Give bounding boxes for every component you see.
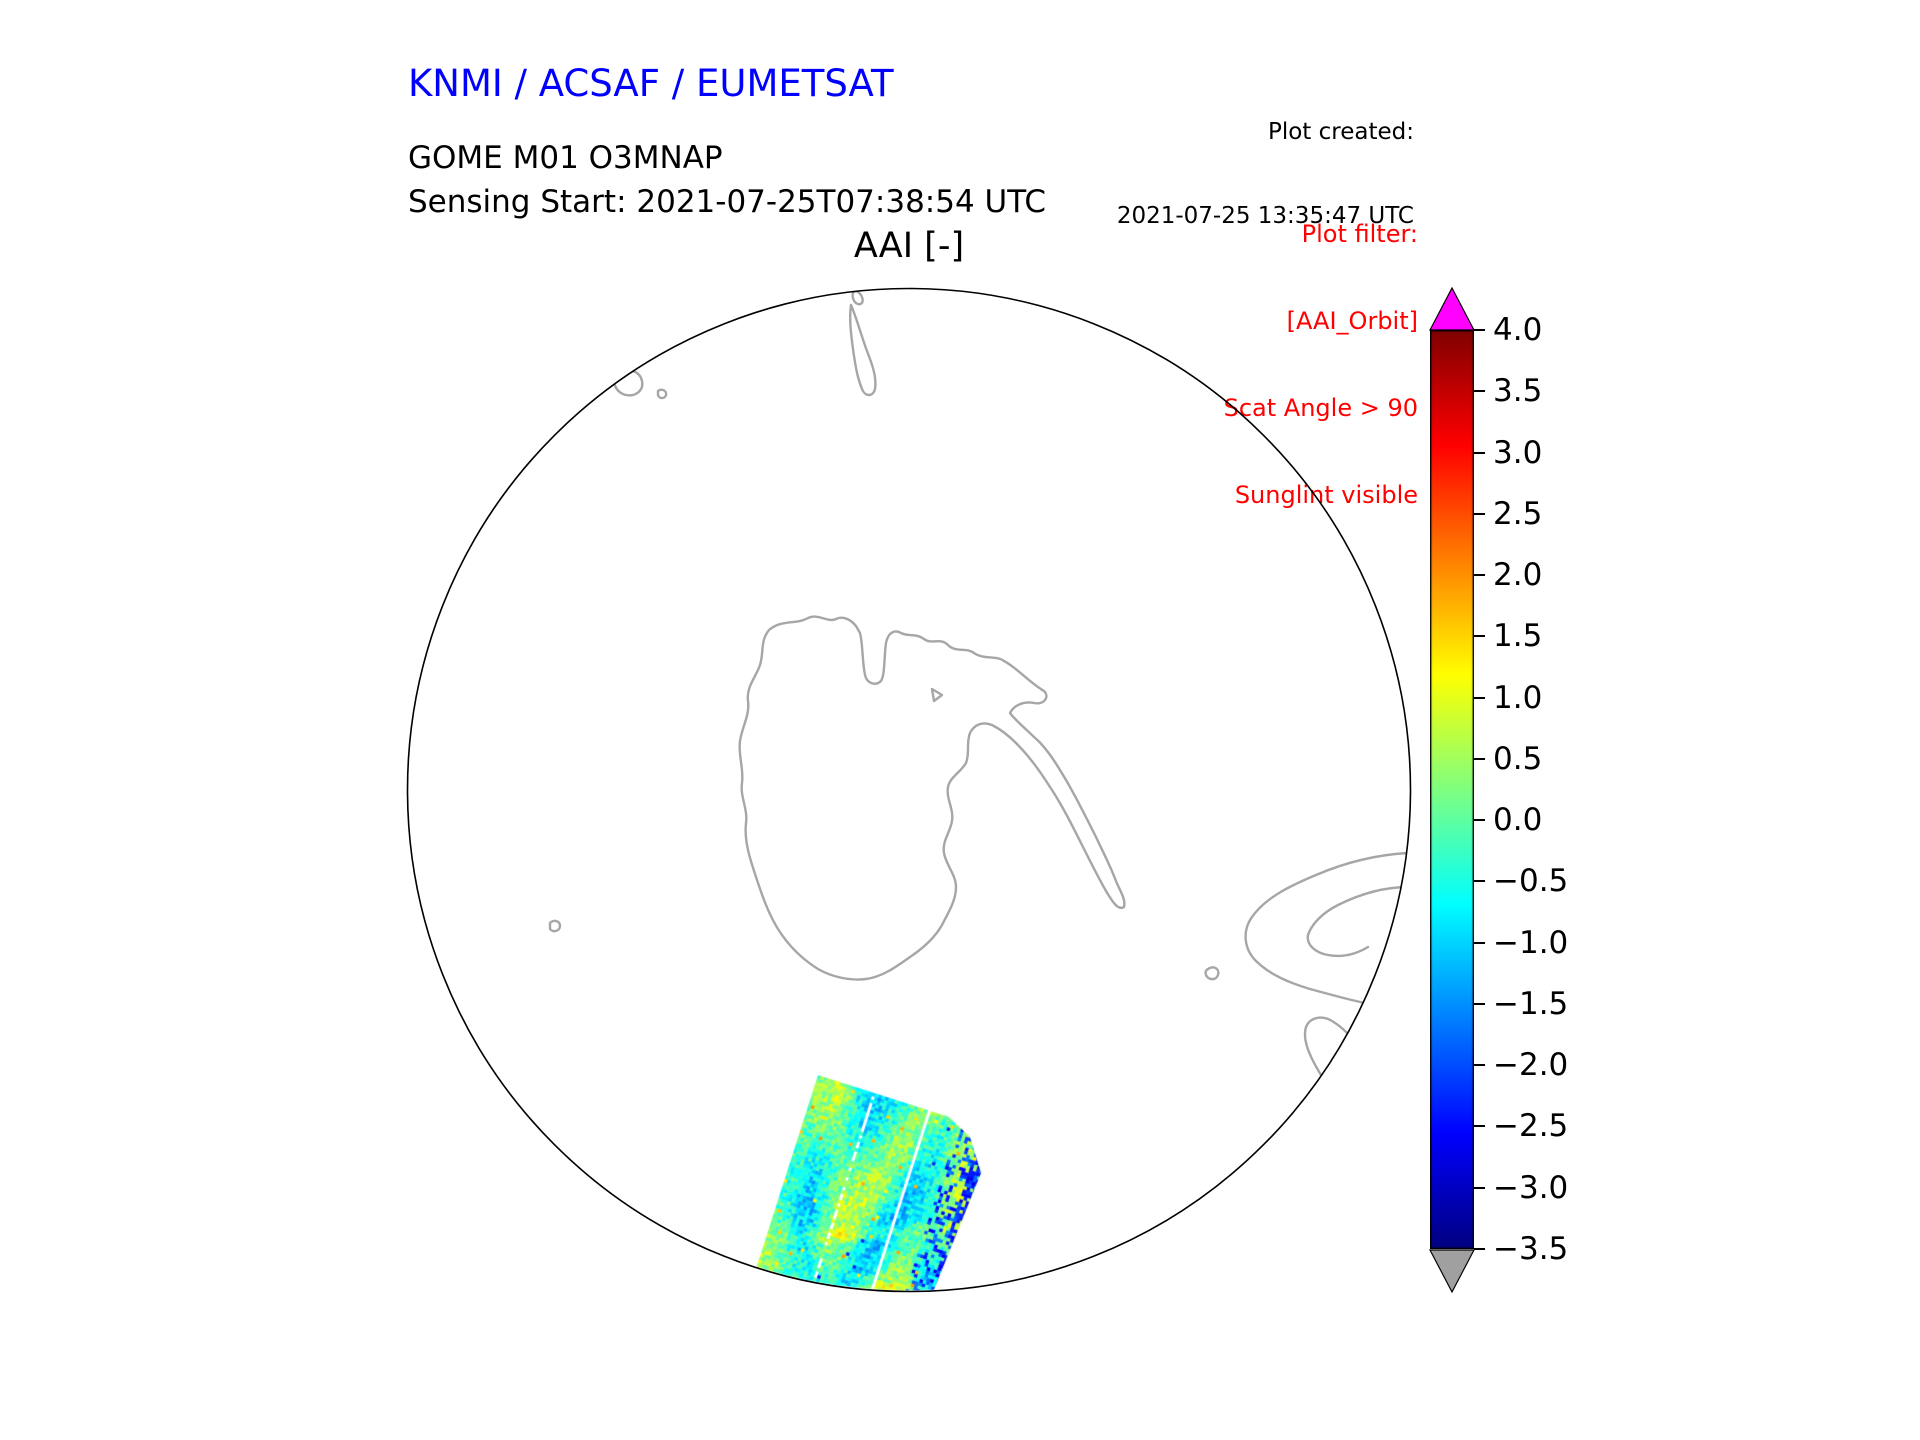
plot-filter-line: Plot filter:: [1301, 220, 1418, 248]
sensing-start: Sensing Start: 2021-07-25T07:38:54 UTC: [408, 184, 1046, 220]
small-island-right: [1204, 966, 1220, 981]
colorbar-over-arrow: [1429, 287, 1475, 331]
colorbar-tick-mark: [1474, 757, 1485, 760]
colorbar-tick-label: 2.0: [1493, 557, 1543, 594]
coastlines: [548, 289, 1411, 1077]
colorbar-tick-label: −3.0: [1493, 1169, 1569, 1206]
new-zealand-islet: [851, 289, 864, 306]
colorbar: [1430, 330, 1474, 1249]
colorbar-tick-mark: [1474, 880, 1485, 883]
colorbar-tick-mark: [1474, 1064, 1485, 1067]
small-island-southwest: [548, 919, 562, 933]
map-title: AAI [-]: [853, 226, 965, 266]
product-name: GOME M01 O3MNAP: [408, 140, 723, 176]
colorbar-tick-mark: [1474, 390, 1485, 393]
map-boundary-circle: [406, 287, 1412, 1293]
map-overlay: [406, 287, 1412, 1293]
colorbar-tick-mark: [1474, 941, 1485, 944]
polar-map: [404, 285, 1414, 1295]
tierra-del-fuego: [1303, 1016, 1362, 1077]
colorbar-tick-label: 3.5: [1493, 373, 1543, 410]
colorbar-tick-label: −1.5: [1493, 985, 1569, 1022]
colorbar-tick-mark: [1474, 819, 1485, 822]
colorbar-tick-label: 1.5: [1493, 618, 1543, 655]
colorbar-tick-label: 1.0: [1493, 679, 1543, 716]
colorbar-tick-mark: [1474, 1125, 1485, 1128]
colorbar-tick-label: −1.0: [1493, 924, 1569, 961]
plot-created-label: Plot created:: [1267, 119, 1414, 145]
colorbar-tick-label: −0.5: [1493, 863, 1569, 900]
south-america-coastline: [1244, 851, 1409, 1005]
colorbar-tick-label: 0.0: [1493, 802, 1543, 839]
colorbar-tick-label: −3.5: [1493, 1231, 1569, 1267]
colorbar-tick-label: 3.0: [1493, 434, 1543, 471]
colorbar-tick-mark: [1474, 512, 1485, 515]
antarctica-coastline: [738, 615, 1126, 981]
colorbar-tick-mark: [1474, 696, 1485, 699]
colorbar-tick-mark: [1474, 1186, 1485, 1189]
colorbar-tick-label: −2.5: [1493, 1108, 1569, 1145]
plot-created-value: 2021-07-25 13:35:47 UTC: [1116, 203, 1414, 229]
page-title: KNMI / ACSAF / EUMETSAT: [408, 62, 894, 105]
colorbar-tick-mark: [1474, 635, 1485, 638]
colorbar-tick-mark: [1474, 451, 1485, 454]
islet-near-peninsula: [930, 687, 944, 703]
colorbar-tick-label: 2.5: [1493, 495, 1543, 532]
patagonia-channel: [1306, 885, 1411, 958]
aai-swath-canvas: [404, 285, 1414, 1295]
colorbar-tick-mark: [1474, 1248, 1485, 1250]
colorbar-tick-label: 4.0: [1493, 312, 1543, 348]
plot-created-block: Plot created: 2021-07-25 13:35:47 UTC: [1117, 62, 1414, 286]
colorbar-under-arrow: [1429, 1249, 1475, 1293]
colorbar-tick-label: 0.5: [1493, 740, 1543, 777]
colorbar-tick-label: −2.0: [1493, 1047, 1569, 1084]
colorbar-tick-mark: [1474, 329, 1485, 331]
colorbar-tick-mark: [1474, 1002, 1485, 1005]
new-zealand-island: [848, 303, 877, 397]
colorbar-tick-mark: [1474, 574, 1485, 577]
small-island-top-left: [656, 388, 668, 400]
